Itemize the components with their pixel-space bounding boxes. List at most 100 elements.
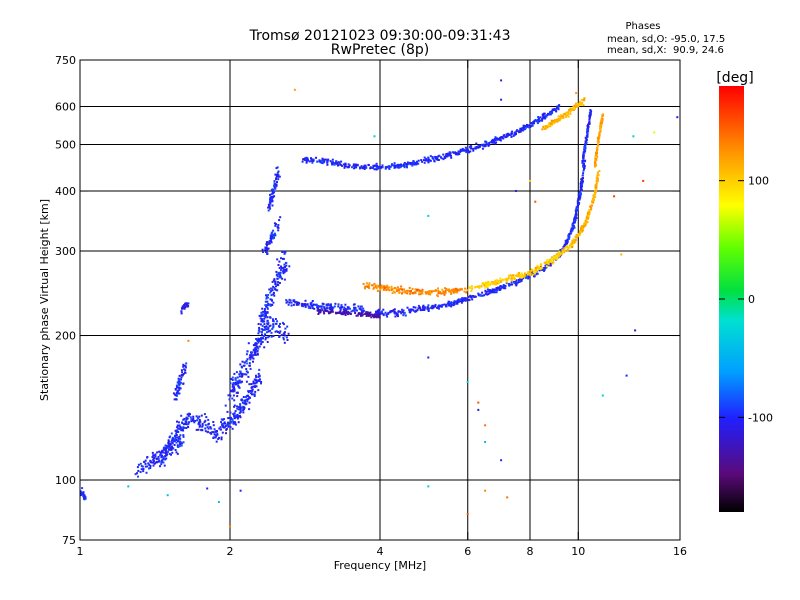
data-point (212, 424, 215, 427)
data-point (585, 137, 588, 140)
data-point (574, 216, 577, 219)
data-point (382, 308, 385, 311)
data-point (308, 160, 311, 163)
data-point (254, 382, 256, 385)
data-point (443, 292, 446, 295)
data-point (292, 303, 295, 306)
data-point (346, 308, 349, 311)
data-point (481, 282, 484, 285)
data-point (349, 313, 352, 315)
data-point (283, 341, 286, 344)
data-point (262, 313, 265, 316)
data-point (203, 413, 206, 416)
data-point (450, 154, 452, 157)
data-point (183, 368, 185, 371)
data-point (393, 311, 396, 314)
data-point (497, 286, 500, 289)
data-point (538, 119, 541, 122)
data-point (513, 281, 516, 284)
data-point (185, 416, 188, 419)
data-point (233, 399, 236, 402)
data-point (411, 161, 414, 164)
data-point (263, 328, 266, 331)
data-point (423, 308, 426, 311)
data-point (510, 132, 513, 135)
data-point (265, 294, 267, 297)
data-point (175, 391, 178, 394)
data-point (586, 129, 589, 132)
data-point (376, 284, 379, 287)
data-point (361, 166, 364, 169)
data-point (601, 119, 604, 122)
data-point (310, 304, 313, 307)
data-point (177, 421, 180, 424)
data-point (566, 248, 569, 251)
data-point (355, 164, 358, 167)
data-point (364, 285, 367, 288)
data-point (390, 310, 393, 312)
data-point (491, 282, 494, 285)
data-point (386, 286, 389, 289)
data-point (588, 209, 591, 211)
data-point (574, 218, 577, 221)
data-point (249, 367, 252, 370)
data-point (270, 331, 273, 334)
data-point (198, 422, 201, 425)
data-point (481, 147, 484, 150)
data-point (541, 128, 544, 131)
data-point (599, 130, 602, 133)
data-point (207, 427, 210, 430)
data-point (596, 173, 599, 176)
data-point (486, 288, 489, 291)
data-point (418, 293, 421, 296)
data-point (200, 414, 203, 417)
data-point (217, 501, 220, 503)
data-point (388, 286, 390, 289)
data-point (413, 291, 415, 294)
data-point (270, 298, 273, 301)
data-point (277, 178, 280, 181)
x-tick-label-6: 6 (464, 545, 471, 558)
data-point (375, 162, 378, 165)
data-point (492, 281, 495, 284)
data-point (382, 286, 385, 289)
data-point (142, 470, 145, 473)
data-point (272, 234, 275, 236)
data-point (245, 360, 248, 362)
data-point (505, 133, 508, 136)
data-point (545, 125, 547, 127)
data-point (477, 401, 480, 404)
data-point (272, 323, 275, 326)
data-point (533, 272, 536, 275)
data-point (344, 163, 346, 166)
data-point (477, 285, 480, 288)
data-point (337, 164, 340, 167)
data-point (162, 446, 165, 449)
data-point (595, 150, 598, 153)
data-point (273, 286, 276, 289)
data-point (279, 216, 282, 219)
data-point (396, 288, 398, 291)
data-point (79, 493, 82, 496)
data-point (599, 122, 602, 125)
data-point (231, 419, 234, 422)
data-point (555, 110, 558, 113)
data-point (283, 263, 286, 266)
data-point (488, 143, 491, 146)
data-point (275, 183, 278, 186)
data-point (165, 451, 168, 454)
data-point (573, 109, 575, 111)
data-point (175, 441, 178, 444)
data-point (406, 162, 409, 165)
data-point (484, 489, 487, 492)
data-point (553, 120, 556, 123)
data-point (255, 348, 257, 351)
data-point (272, 188, 275, 191)
colorbar-tick-label-100: 100 (748, 175, 769, 188)
data-point (223, 418, 225, 421)
data-point (254, 390, 257, 393)
data-point (387, 165, 390, 168)
data-point (253, 351, 256, 354)
data-point (570, 243, 573, 246)
